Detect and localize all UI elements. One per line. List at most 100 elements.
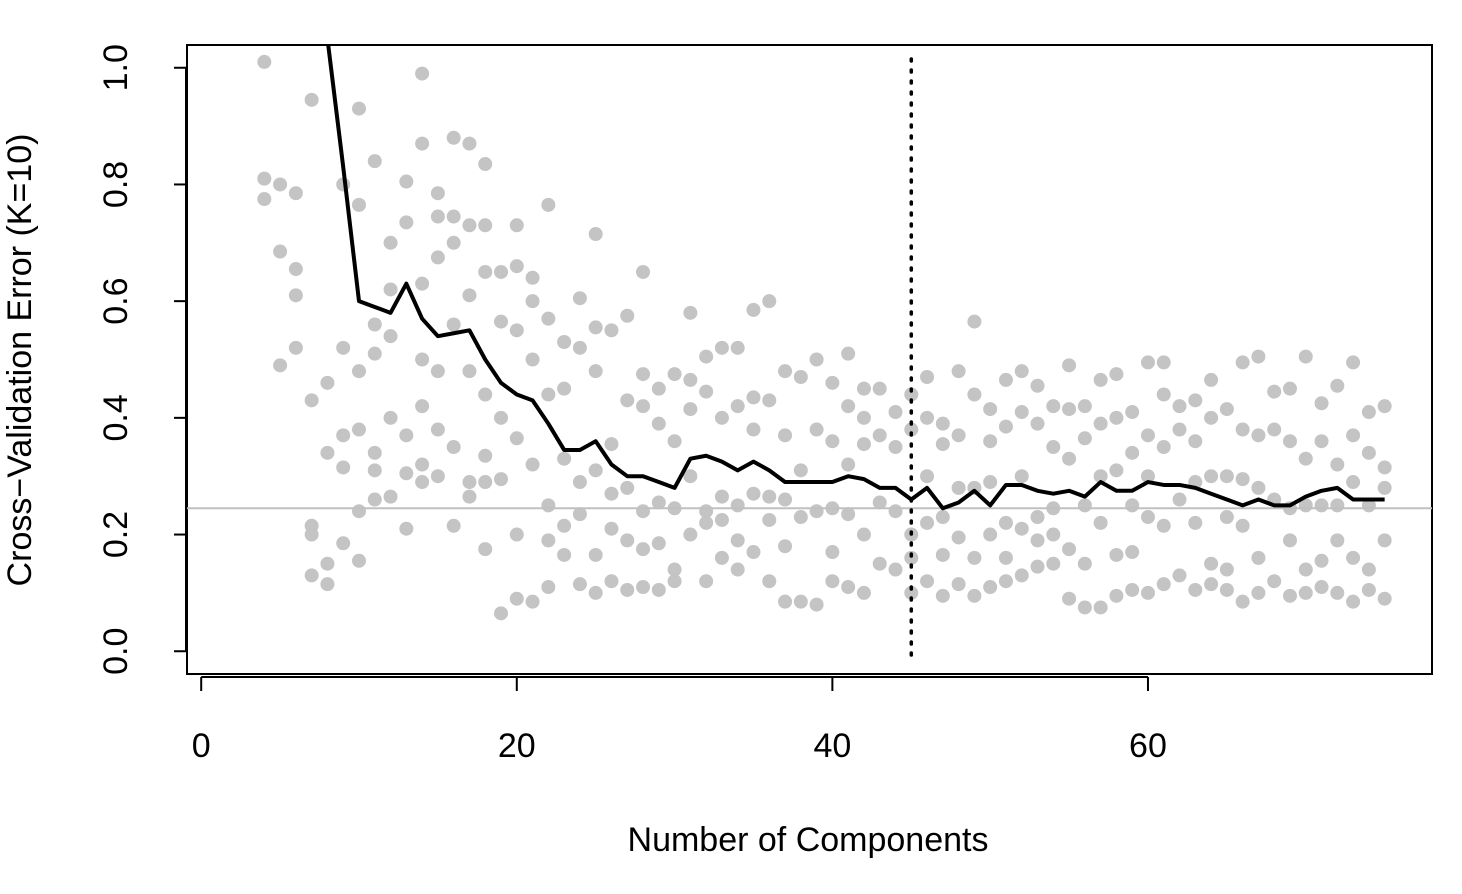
point xyxy=(1093,416,1108,431)
point xyxy=(383,282,398,297)
point xyxy=(478,387,493,402)
point xyxy=(667,574,682,589)
point xyxy=(920,574,935,589)
point xyxy=(541,498,556,513)
point xyxy=(588,227,603,242)
point xyxy=(935,416,950,431)
point xyxy=(462,475,477,490)
point xyxy=(509,218,524,233)
point xyxy=(478,264,493,279)
point xyxy=(604,323,619,338)
point xyxy=(288,186,303,201)
point xyxy=(1109,367,1124,382)
point xyxy=(841,399,856,414)
point xyxy=(525,294,540,309)
point xyxy=(746,486,761,501)
point xyxy=(304,568,319,583)
point xyxy=(1062,402,1077,417)
point xyxy=(557,547,572,562)
point xyxy=(825,434,840,449)
point xyxy=(1282,533,1297,548)
point xyxy=(841,507,856,522)
point xyxy=(683,402,698,417)
point xyxy=(1204,372,1219,387)
point xyxy=(1219,510,1234,525)
point xyxy=(604,574,619,589)
point xyxy=(825,375,840,390)
x-tick-label: 40 xyxy=(813,727,851,765)
point xyxy=(935,588,950,603)
y-tick-label: 0.0 xyxy=(97,628,135,675)
point xyxy=(541,533,556,548)
point xyxy=(872,381,887,396)
point xyxy=(1014,405,1029,420)
point xyxy=(399,521,414,536)
point xyxy=(856,437,871,452)
point xyxy=(525,352,540,367)
point xyxy=(841,346,856,361)
point xyxy=(762,574,777,589)
plot-area xyxy=(187,45,1432,662)
point xyxy=(572,475,587,490)
point xyxy=(1219,582,1234,597)
point xyxy=(683,469,698,484)
point xyxy=(1346,428,1361,443)
point xyxy=(778,492,793,507)
point xyxy=(872,428,887,443)
point xyxy=(1093,600,1108,615)
point xyxy=(1030,416,1045,431)
point xyxy=(1346,594,1361,609)
point xyxy=(762,489,777,504)
point xyxy=(983,527,998,542)
point xyxy=(856,527,871,542)
point xyxy=(257,171,272,186)
point xyxy=(1140,355,1155,370)
point xyxy=(620,533,635,548)
point xyxy=(1077,399,1092,414)
point xyxy=(462,136,477,151)
point xyxy=(1077,498,1092,513)
point xyxy=(415,276,430,291)
point xyxy=(446,440,461,455)
point xyxy=(1125,582,1140,597)
point xyxy=(462,489,477,504)
point xyxy=(1062,591,1077,606)
point xyxy=(478,218,493,233)
point xyxy=(920,410,935,425)
point xyxy=(651,582,666,597)
point xyxy=(494,472,509,487)
point xyxy=(1361,562,1376,577)
point xyxy=(1330,457,1345,472)
point xyxy=(399,174,414,189)
point xyxy=(509,527,524,542)
point xyxy=(967,387,982,402)
point xyxy=(509,323,524,338)
point xyxy=(856,410,871,425)
point xyxy=(714,512,729,527)
point xyxy=(1188,434,1203,449)
point xyxy=(1156,355,1171,370)
point xyxy=(1188,393,1203,408)
point xyxy=(888,440,903,455)
point xyxy=(1251,480,1266,495)
point xyxy=(1361,405,1376,420)
point xyxy=(983,434,998,449)
point xyxy=(1377,480,1392,495)
point xyxy=(430,250,445,265)
point xyxy=(1014,469,1029,484)
point xyxy=(1062,542,1077,557)
point xyxy=(288,262,303,277)
point xyxy=(1219,402,1234,417)
point xyxy=(1172,568,1187,583)
y-tick-label: 1.0 xyxy=(97,44,135,91)
y-axis-label: Cross−Validation Error (K=10) xyxy=(1,134,39,587)
point xyxy=(636,504,651,519)
point xyxy=(1156,577,1171,592)
point xyxy=(1314,553,1329,568)
point xyxy=(572,577,587,592)
point xyxy=(1282,381,1297,396)
point xyxy=(446,235,461,250)
point xyxy=(367,492,382,507)
point xyxy=(793,463,808,478)
